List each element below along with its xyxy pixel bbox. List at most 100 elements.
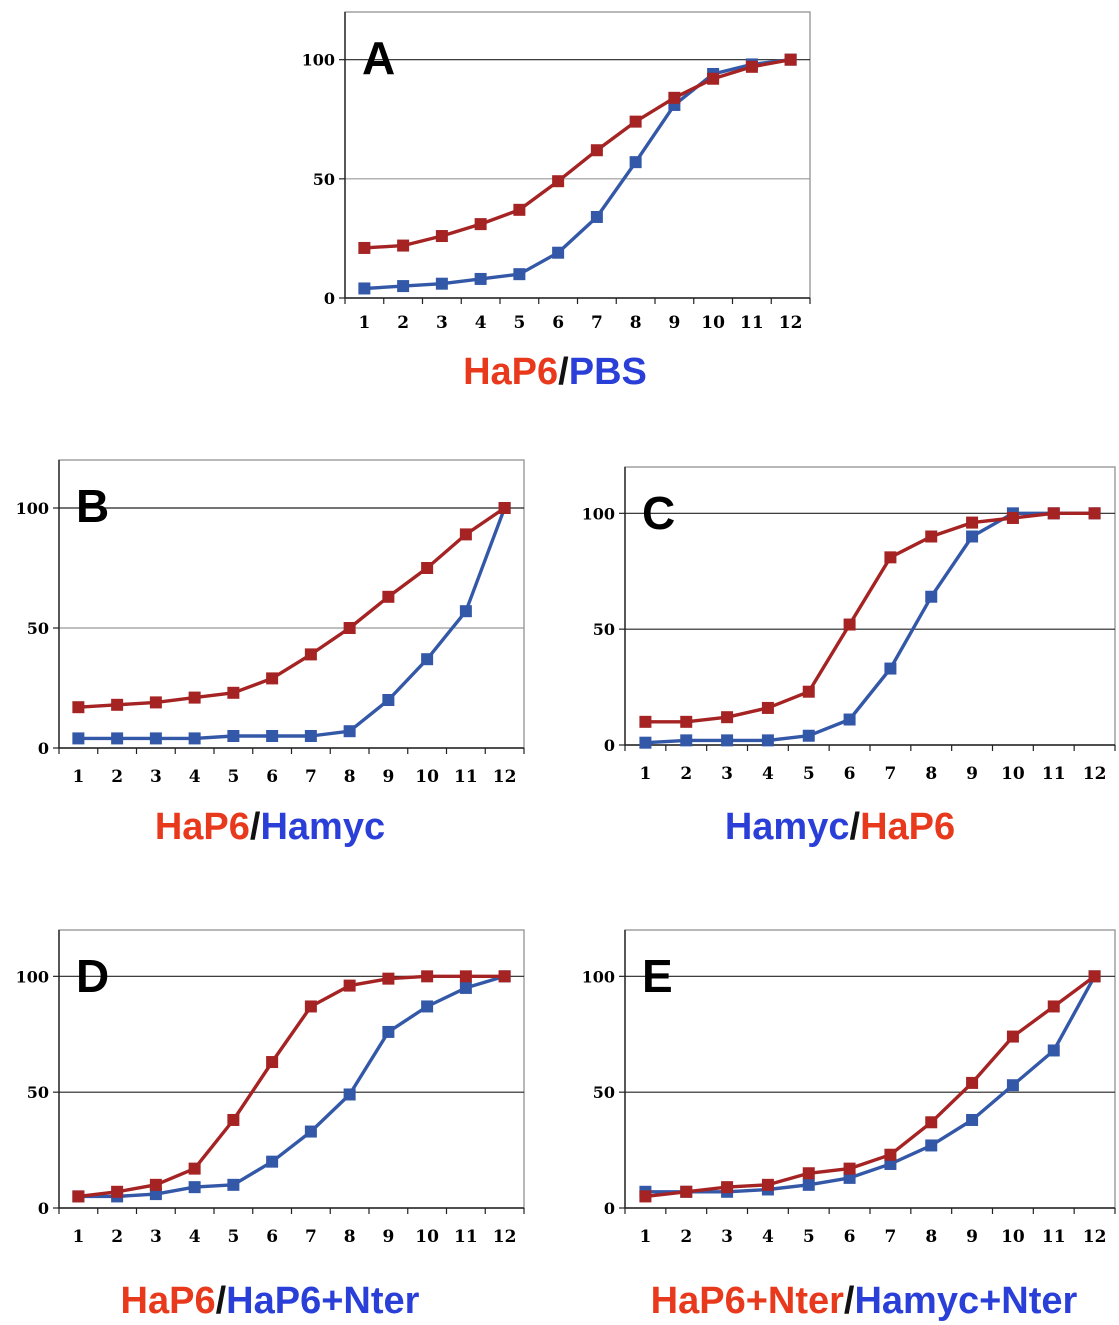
x-tick-label: 7: [305, 1227, 317, 1247]
series-blue-point: [111, 732, 124, 745]
series-red-point: [498, 970, 511, 983]
series-blue-point: [1006, 1079, 1019, 1092]
x-tick-label: 6: [844, 764, 856, 784]
series-blue-point: [843, 1171, 856, 1184]
series-blue-line: [645, 511, 1095, 745]
series-red-point: [382, 590, 395, 603]
series-blue-point: [421, 1000, 434, 1013]
x-tick-label: 6: [844, 1227, 856, 1247]
x-tick-label: 5: [227, 1227, 239, 1247]
panel-letter-a: A: [362, 32, 395, 84]
caption-b-part1: HaP6: [154, 806, 250, 848]
series-red-point: [513, 203, 526, 216]
series-red-point: [1088, 507, 1101, 520]
series-blue-point: [358, 282, 371, 295]
x-tick-label: 12: [779, 313, 803, 333]
series-blue-point: [304, 730, 317, 742]
series-blue-point: [72, 732, 85, 745]
caption-e-slash: /: [843, 1280, 855, 1322]
x-tick-label: 10: [701, 313, 725, 333]
series-red-point: [802, 1167, 815, 1180]
x-tick-label: 2: [680, 1227, 692, 1247]
series-red-point: [1047, 1000, 1060, 1013]
y-tick-label: 50: [313, 170, 335, 189]
x-tick-label: 2: [397, 313, 409, 333]
x-tick-label: 3: [721, 1227, 733, 1247]
series-red-point: [925, 1116, 938, 1129]
y-tick-label: 100: [302, 51, 335, 70]
series-red-point: [266, 1056, 279, 1069]
series-red-point: [802, 685, 815, 698]
y-tick-label: 0: [38, 739, 49, 758]
series-blue-point: [266, 1155, 279, 1168]
series-red-point: [721, 1181, 734, 1194]
x-tick-label: 5: [227, 767, 239, 787]
panel-a: 0 50 100 1 2 3 4 5 6 7 8 9 10 11 12 A: [290, 6, 820, 346]
series-red-point: [149, 696, 162, 709]
series-red-point: [111, 1185, 124, 1198]
y-tick-label: 0: [604, 736, 615, 755]
series-blue-point: [421, 653, 434, 666]
series-red-point: [761, 1178, 774, 1191]
series-blue-point: [188, 1181, 201, 1194]
series-blue-point: [227, 1178, 240, 1191]
series-blue-point: [761, 734, 774, 747]
x-tick-label: 4: [762, 764, 774, 784]
x-tick-label: 6: [552, 313, 564, 333]
series-red-point: [421, 970, 434, 983]
series-red-point: [459, 970, 472, 983]
series-blue-point: [304, 1125, 317, 1138]
series-red-point: [590, 144, 603, 157]
series-red-point: [343, 622, 356, 634]
x-tick-label: 2: [111, 1227, 123, 1247]
x-tick-label: 1: [639, 1227, 651, 1247]
caption-c: Hamyc/HaP6: [630, 805, 1050, 849]
y-tick-label: 50: [593, 1083, 615, 1102]
x-tick-label: 9: [966, 764, 978, 784]
series-blue-point: [459, 605, 472, 618]
series-red-line: [78, 506, 506, 709]
series-blue-line: [645, 975, 1097, 1194]
caption-b-part2: Hamyc: [260, 806, 386, 848]
series-blue-point: [802, 729, 815, 742]
x-tick-label: 3: [721, 764, 733, 784]
series-red-point: [884, 551, 897, 564]
x-tick-label: 4: [475, 313, 487, 333]
x-tick-label: 4: [189, 767, 201, 787]
series-blue-point: [925, 590, 938, 603]
series-blue-point: [884, 662, 897, 675]
caption-c-part2: HaP6: [860, 806, 956, 848]
series-blue-point: [925, 1139, 938, 1152]
x-tick-label: 11: [454, 1227, 478, 1247]
x-tick-label: 8: [630, 313, 642, 333]
series-red-point: [343, 979, 356, 992]
series-red-point: [707, 72, 720, 85]
series-blue-point: [382, 694, 395, 706]
series-red-line: [364, 58, 791, 250]
series-red-point: [721, 711, 734, 724]
panel-letter-e: E: [642, 950, 673, 1002]
series-red-point: [843, 618, 856, 631]
series-blue-point: [343, 1088, 356, 1101]
x-tick-label: 7: [305, 767, 317, 787]
series-blue-point: [397, 280, 410, 293]
series-blue-point: [513, 268, 526, 281]
panel-letter-d: D: [76, 950, 109, 1002]
x-tick-label: 11: [1042, 764, 1066, 784]
x-tick-label: 3: [150, 767, 162, 787]
x-tick-label: 1: [72, 767, 84, 787]
x-tick-label: 8: [344, 1227, 356, 1247]
x-tick-label: 8: [925, 1227, 937, 1247]
x-tick-label: 1: [358, 313, 370, 333]
series-red-point: [72, 1190, 85, 1203]
series-red-point: [1047, 507, 1060, 520]
x-tick-label: 12: [1083, 1227, 1107, 1247]
panel-e: 0 50 100 1 2 3 4 5 6 7 8 9 10 11 12 E: [570, 925, 1119, 1255]
series-red-point: [421, 562, 434, 574]
series-red-point: [435, 230, 448, 243]
series-red-point: [498, 502, 511, 514]
